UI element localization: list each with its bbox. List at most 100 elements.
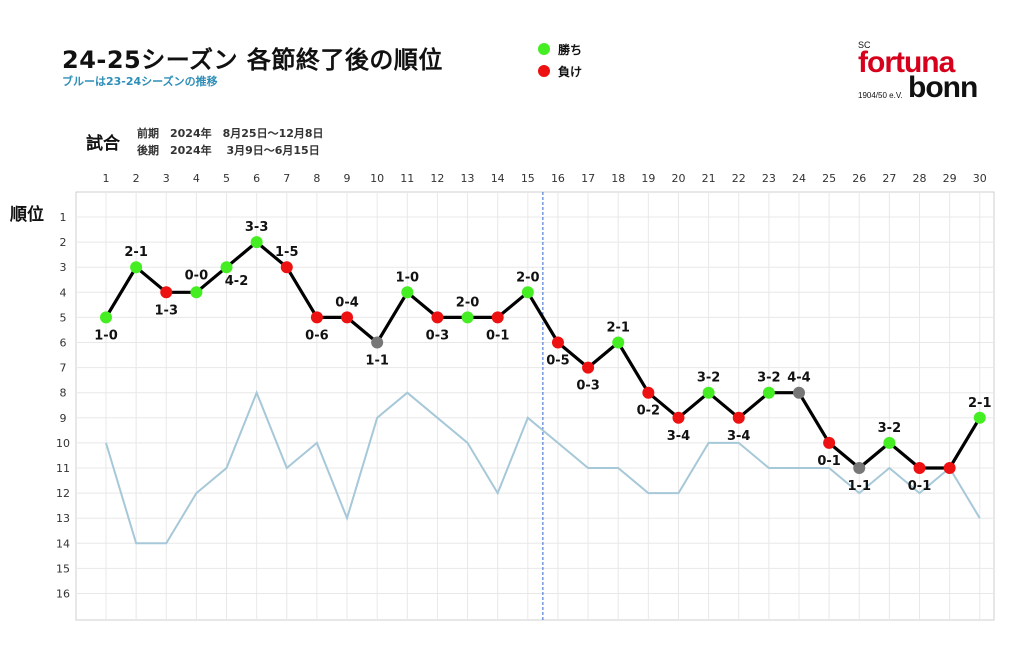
score-label: 0-3 <box>426 328 450 343</box>
result-marker <box>732 411 745 424</box>
x-tick-label: 17 <box>581 172 595 185</box>
club-logo: SC fortuna bonn 1904/50 e.V. <box>858 40 993 104</box>
score-label: 0-3 <box>576 379 600 394</box>
result-marker <box>401 286 414 299</box>
y-tick-label: 14 <box>56 537 70 550</box>
legend-item-loss: 負け <box>538 60 582 82</box>
score-label: 1-0 <box>396 270 420 285</box>
score-label: 1-1 <box>848 479 872 494</box>
result-marker <box>341 311 354 324</box>
score-label: 0-2 <box>637 404 661 419</box>
score-label: 3-2 <box>878 421 902 436</box>
legend: 勝ち 負け <box>538 38 582 82</box>
x-tick-label: 6 <box>253 172 260 185</box>
y-tick-label: 16 <box>56 588 70 601</box>
logo-line2: bonn <box>908 71 978 104</box>
score-label: 0-6 <box>305 328 329 343</box>
y-tick-label: 8 <box>60 387 67 400</box>
y-tick-label: 12 <box>56 487 70 500</box>
result-marker <box>280 261 293 274</box>
win-dot-icon <box>538 43 550 55</box>
score-label: 4-4 <box>787 371 811 386</box>
x-tick-label: 30 <box>973 172 987 185</box>
result-marker <box>431 311 444 324</box>
result-marker <box>672 411 685 424</box>
x-tick-label: 2 <box>133 172 140 185</box>
score-label: 2-1 <box>124 245 148 260</box>
y-axis-label: 順位 <box>10 205 44 225</box>
score-label: 3-3 <box>245 220 269 235</box>
x-tick-label: 18 <box>611 172 625 185</box>
x-tick-label: 28 <box>913 172 927 185</box>
y-tick-label: 2 <box>60 236 67 249</box>
y-tick-label: 10 <box>56 437 70 450</box>
result-marker <box>551 336 564 349</box>
score-label: 0-4 <box>335 295 359 310</box>
result-marker <box>702 386 715 399</box>
x-tick-label: 5 <box>223 172 230 185</box>
score-label: 1-5 <box>275 245 299 260</box>
x-tick-label: 26 <box>852 172 866 185</box>
result-marker <box>792 386 805 399</box>
result-marker <box>853 462 866 474</box>
y-tick-label: 11 <box>56 462 70 475</box>
x-tick-label: 12 <box>430 172 444 185</box>
series-line-24-25 <box>104 240 982 470</box>
result-marker <box>612 336 625 349</box>
score-label: 2-0 <box>456 295 480 310</box>
y-tick-label: 9 <box>60 412 67 425</box>
y-tick-label: 4 <box>60 286 67 299</box>
score-label: 3-2 <box>757 371 781 386</box>
logo-line1: fortuna <box>858 46 955 79</box>
y-tick-label: 6 <box>60 337 67 350</box>
result-marker <box>190 286 203 299</box>
x-tick-label: 4 <box>193 172 200 185</box>
legend-item-win: 勝ち <box>538 38 582 60</box>
chart-title: 24-25シーズン 各節終了後の順位 <box>62 46 443 74</box>
result-marker <box>973 411 986 424</box>
x-tick-label: 25 <box>822 172 836 185</box>
score-label: 3-4 <box>667 429 691 444</box>
result-marker <box>100 311 112 324</box>
result-marker <box>220 261 233 274</box>
score-label: 3-2 <box>697 371 721 386</box>
score-label: 1-3 <box>155 303 179 318</box>
score-label: 2-0 <box>516 270 540 285</box>
result-marker <box>642 386 655 399</box>
score-label: 4-2 <box>225 274 249 289</box>
result-marker <box>521 286 534 299</box>
y-tick-label: 3 <box>60 261 67 274</box>
y-tick-label: 15 <box>56 562 70 575</box>
legend-label-win: 勝ち <box>558 42 583 57</box>
season-label: 試合 <box>86 134 120 154</box>
result-marker <box>582 361 595 374</box>
x-tick-label: 19 <box>641 172 655 185</box>
logo-wordmark: fortuna <box>858 46 955 79</box>
result-marker <box>371 336 384 349</box>
result-marker <box>130 261 143 274</box>
loss-dot-icon <box>538 65 550 77</box>
score-label: 1-0 <box>94 328 118 343</box>
result-marker <box>160 286 173 299</box>
legend-label-loss: 負け <box>558 64 583 79</box>
score-label: 2-1 <box>968 396 992 411</box>
x-tick-label: 3 <box>163 172 170 185</box>
x-tick-label: 29 <box>943 172 957 185</box>
period-first: 前期 2024年 8月25日〜12月8日 <box>137 127 324 140</box>
result-marker <box>823 436 836 449</box>
result-marker <box>913 462 926 474</box>
score-label: 0-1 <box>486 328 510 343</box>
result-marker <box>310 311 323 324</box>
result-marker <box>762 386 775 399</box>
y-tick-label: 13 <box>56 512 70 525</box>
score-label: 2-1 <box>606 321 630 336</box>
score-label: 1-1 <box>365 354 389 369</box>
x-tick-label: 22 <box>732 172 746 185</box>
y-tick-label: 1 <box>60 211 67 224</box>
score-label: 0-0 <box>185 268 209 283</box>
score-label: 0-5 <box>546 354 570 369</box>
x-tick-label: 27 <box>882 172 896 185</box>
x-tick-label: 24 <box>792 172 806 185</box>
score-label: 0-1 <box>817 454 841 469</box>
